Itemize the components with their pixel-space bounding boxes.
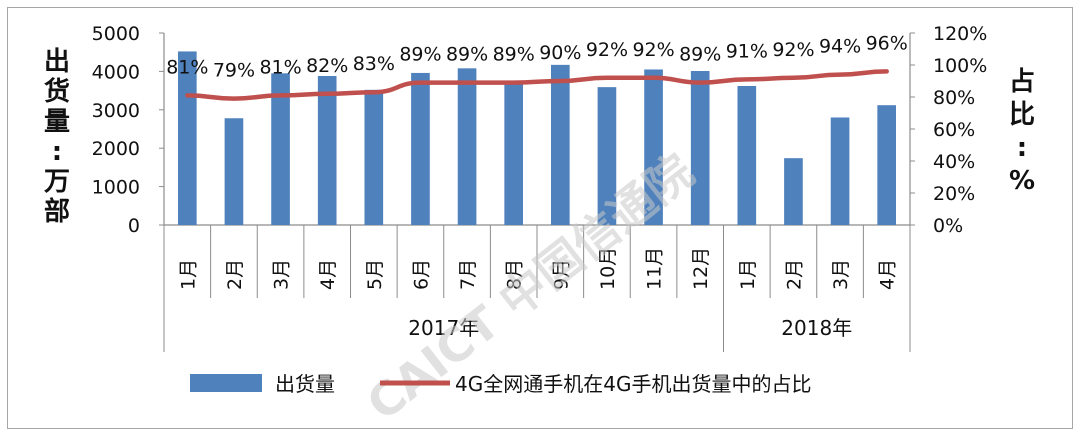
- right-axis-title-char: 比: [1009, 100, 1035, 130]
- category-label: 5月: [364, 259, 386, 290]
- share-data-label: 89%: [679, 44, 721, 66]
- legend-label-bars: 出货量: [275, 372, 335, 396]
- bar-shipment: [550, 64, 570, 225]
- bar-shipment: [271, 73, 290, 225]
- year-group-label: 2018年: [781, 316, 852, 340]
- bar-shipment: [224, 118, 244, 225]
- share-data-label: 82%: [306, 55, 348, 77]
- left-axis-title-char: 量: [44, 107, 70, 137]
- share-data-label: 91%: [726, 40, 768, 62]
- bar-shipment: [411, 72, 430, 225]
- category-label: 2月: [224, 259, 246, 290]
- category-label: 11月: [644, 247, 666, 290]
- bar-shipment: [364, 89, 384, 225]
- right-axis-title-char: 占: [1009, 67, 1035, 97]
- bar-shipment: [457, 68, 477, 225]
- category-label: 10月: [597, 247, 619, 290]
- bar-shipment: [877, 105, 897, 225]
- category-label: 1月: [177, 259, 199, 290]
- category-label: 9月: [550, 259, 572, 290]
- left-tick-label: 0: [128, 215, 140, 237]
- bar-shipment: [317, 76, 337, 226]
- category-label: 8月: [504, 259, 526, 290]
- bar-shipment: [690, 71, 710, 226]
- year-group-label: 2017年: [408, 316, 479, 340]
- bar-shipment: [597, 87, 617, 225]
- legend-swatch-bars: [190, 374, 262, 392]
- share-data-label: 89%: [446, 44, 488, 66]
- category-label: 4月: [317, 259, 339, 290]
- share-data-label: 89%: [493, 44, 535, 66]
- left-tick-label: 1000: [92, 177, 140, 199]
- share-data-label: 79%: [213, 60, 255, 82]
- legend-label-line: 4G全网通手机在4G手机出货量中的占比: [455, 372, 811, 396]
- share-data-label: 83%: [353, 53, 395, 75]
- right-tick-label: 40%: [933, 151, 975, 173]
- share-data-label: 94%: [819, 36, 861, 58]
- left-axis-title-char: 出: [44, 47, 70, 77]
- share-data-label: 89%: [399, 44, 441, 66]
- line-share: [185, 69, 889, 101]
- bar-shipment: [644, 69, 663, 225]
- bar-shipment: [504, 82, 524, 225]
- share-data-label: 81%: [166, 56, 208, 78]
- category-label: 1月: [737, 259, 759, 290]
- category-label: 2月: [783, 259, 805, 290]
- right-tick-label: 60%: [933, 119, 975, 141]
- bar-shipment: [737, 85, 757, 225]
- category-label: 6月: [410, 259, 432, 290]
- left-axis-title-char: 货: [44, 76, 70, 107]
- category-label: 7月: [457, 259, 479, 290]
- left-axis-title-char: :: [52, 137, 62, 167]
- share-data-label: 92%: [586, 39, 628, 61]
- right-tick-label: 0%: [933, 215, 963, 237]
- right-axis-title-char: %: [1009, 166, 1035, 196]
- category-label: 4月: [877, 259, 899, 290]
- share-data-label: 96%: [866, 32, 908, 54]
- bar-shipment: [830, 117, 850, 225]
- share-data-label: 81%: [259, 56, 301, 78]
- left-tick-label: 4000: [92, 61, 140, 83]
- left-tick-label: 3000: [92, 100, 140, 122]
- category-label: 3月: [271, 259, 293, 290]
- share-data-label: 92%: [772, 39, 814, 61]
- share-data-label: 92%: [632, 39, 674, 61]
- share-data-label: 90%: [539, 42, 581, 64]
- left-axis-title-char: 万: [44, 167, 70, 197]
- bar-shipment: [784, 158, 803, 225]
- right-tick-label: 80%: [933, 87, 975, 109]
- left-tick-label: 2000: [92, 138, 140, 160]
- category-label: 3月: [830, 259, 852, 290]
- left-axis-title-char: 部: [44, 197, 70, 227]
- right-tick-label: 20%: [933, 183, 975, 205]
- right-tick-label: 120%: [933, 23, 987, 45]
- left-tick-label: 5000: [92, 23, 140, 45]
- category-label: 12月: [690, 247, 712, 290]
- right-axis-title-char: :: [1017, 133, 1027, 163]
- right-tick-label: 100%: [933, 55, 987, 77]
